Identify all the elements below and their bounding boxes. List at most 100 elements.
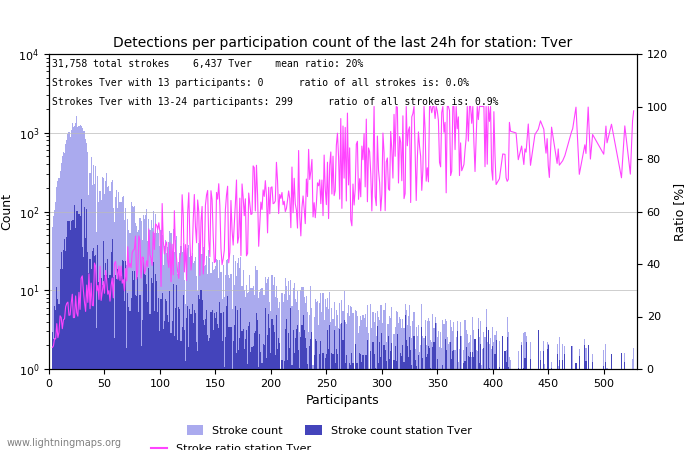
Bar (207, 335, 208, 450)
Bar (177, 340, 178, 450)
Bar (314, 317, 315, 450)
Bar (164, 246, 165, 450)
Bar (430, 340, 431, 450)
Bar (543, 341, 545, 450)
Bar (440, 333, 441, 450)
Bar (143, 258, 144, 450)
Bar (285, 278, 286, 450)
Bar (499, 341, 500, 450)
Bar (148, 268, 149, 450)
Bar (471, 390, 472, 450)
Bar (400, 353, 401, 450)
Bar (143, 215, 144, 450)
Bar (62, 269, 63, 450)
Text: www.lightningmaps.org: www.lightningmaps.org (7, 438, 122, 448)
Bar (69, 137, 71, 450)
Bar (488, 330, 489, 450)
Bar (338, 328, 339, 450)
Bar (238, 350, 239, 450)
Bar (571, 346, 572, 450)
Bar (433, 328, 435, 450)
Bar (195, 256, 196, 450)
Bar (215, 266, 216, 450)
Bar (621, 353, 622, 450)
Bar (376, 336, 377, 450)
Bar (80, 126, 82, 450)
Bar (400, 319, 401, 450)
Bar (508, 367, 509, 450)
Bar (147, 241, 148, 450)
Bar (446, 321, 447, 450)
Bar (202, 254, 203, 450)
Bar (356, 363, 357, 450)
Bar (327, 298, 328, 450)
Bar (54, 306, 55, 450)
Bar (122, 261, 124, 450)
Bar (208, 250, 209, 450)
Bar (153, 261, 154, 450)
Bar (363, 384, 365, 450)
Text: 31,758 total strokes    6,437 Tver    mean ratio: 20%: 31,758 total strokes 6,437 Tver mean rat… (52, 59, 363, 69)
Bar (456, 331, 458, 450)
Bar (165, 299, 166, 450)
Bar (53, 339, 54, 450)
Bar (403, 362, 405, 450)
Bar (409, 306, 410, 450)
Bar (128, 307, 130, 450)
Bar (547, 344, 549, 450)
Bar (395, 310, 397, 450)
Bar (150, 220, 152, 450)
Bar (259, 292, 260, 450)
Bar (268, 277, 270, 450)
Bar (286, 319, 287, 450)
Bar (349, 363, 350, 450)
Bar (281, 293, 283, 450)
Bar (467, 430, 468, 450)
Bar (335, 326, 336, 450)
Bar (372, 342, 374, 450)
Bar (410, 350, 411, 450)
Bar (447, 337, 448, 450)
Bar (126, 348, 127, 450)
Bar (461, 336, 462, 450)
Bar (230, 327, 232, 450)
Bar (551, 369, 552, 450)
Bar (244, 290, 245, 450)
Bar (386, 342, 387, 450)
Bar (77, 127, 78, 450)
Bar (442, 320, 443, 450)
Bar (327, 330, 328, 450)
Bar (108, 186, 109, 450)
Bar (505, 350, 507, 450)
Bar (166, 301, 167, 450)
Bar (155, 214, 156, 450)
Bar (361, 362, 363, 450)
Bar (281, 360, 283, 450)
Bar (251, 288, 253, 450)
Bar (216, 259, 217, 450)
Bar (395, 361, 397, 450)
Bar (538, 330, 539, 450)
Bar (428, 318, 429, 450)
Bar (426, 357, 427, 450)
Bar (82, 128, 83, 450)
Bar (105, 181, 106, 450)
Bar (205, 265, 206, 450)
Bar (300, 337, 302, 450)
Bar (124, 220, 125, 450)
Bar (332, 354, 334, 450)
Bar (198, 243, 200, 450)
Bar (288, 281, 289, 450)
Bar (112, 180, 113, 450)
Bar (473, 330, 475, 450)
Bar (188, 347, 189, 450)
Bar (462, 369, 463, 450)
Bar (258, 297, 259, 450)
Bar (175, 240, 176, 450)
Bar (312, 394, 314, 450)
Bar (449, 387, 450, 450)
Bar (441, 348, 442, 450)
Bar (359, 353, 360, 450)
Bar (285, 328, 286, 450)
Bar (216, 312, 217, 450)
